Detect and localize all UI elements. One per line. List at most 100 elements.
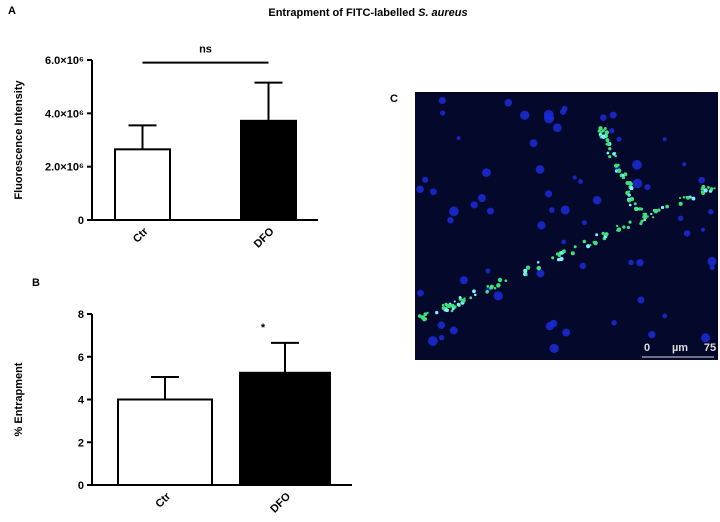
nucleus bbox=[535, 165, 545, 174]
y-tick-label: 4 bbox=[78, 395, 85, 407]
significance-label: ns bbox=[199, 44, 212, 56]
bacterium bbox=[604, 130, 610, 135]
nucleus bbox=[682, 162, 687, 167]
bacterium bbox=[703, 188, 708, 193]
nucleus bbox=[662, 137, 667, 142]
bacterium bbox=[603, 127, 607, 131]
bacterium bbox=[497, 277, 503, 283]
nucleus bbox=[636, 259, 644, 267]
nucleus bbox=[482, 168, 491, 177]
y-tick-label: 8 bbox=[78, 309, 84, 321]
nucleus bbox=[611, 320, 617, 326]
bacterium bbox=[469, 296, 473, 300]
nucleus bbox=[637, 296, 645, 304]
bacterium bbox=[686, 195, 690, 200]
bacterium bbox=[713, 187, 716, 190]
bacterium bbox=[646, 215, 649, 218]
bacterium bbox=[626, 225, 631, 230]
nucleus bbox=[552, 123, 562, 133]
bacterium bbox=[638, 208, 641, 211]
bacterium bbox=[598, 126, 603, 131]
bacterium bbox=[601, 231, 605, 235]
panel-label: A bbox=[8, 5, 16, 17]
bacterium bbox=[616, 224, 619, 228]
bacterium bbox=[472, 289, 476, 294]
bacterium bbox=[682, 196, 686, 199]
bacterium bbox=[445, 308, 449, 313]
nucleus bbox=[644, 184, 651, 191]
bacterium bbox=[653, 208, 659, 214]
bar bbox=[240, 119, 297, 221]
x-tick-label: Ctr bbox=[131, 225, 151, 245]
bacterium bbox=[595, 233, 599, 237]
bacterium bbox=[582, 239, 587, 244]
bacterium bbox=[556, 258, 561, 262]
nucleus bbox=[592, 195, 602, 205]
bacterium bbox=[593, 240, 598, 246]
y-tick-label: 2.0×10⁶ bbox=[45, 162, 84, 174]
bacterium bbox=[628, 220, 632, 224]
panel-label: B bbox=[32, 277, 40, 289]
nucleus bbox=[529, 139, 538, 148]
nucleus bbox=[609, 127, 615, 134]
nucleus bbox=[549, 207, 555, 213]
bacterium bbox=[629, 186, 634, 191]
y-axis-label: % Entrapment bbox=[13, 362, 25, 436]
bacterium bbox=[707, 186, 710, 189]
bacterium bbox=[627, 181, 633, 186]
bacterium bbox=[450, 303, 455, 308]
bacterium bbox=[551, 256, 555, 260]
nucleus bbox=[700, 227, 706, 232]
bacterium bbox=[493, 287, 497, 290]
bacterium bbox=[709, 187, 714, 191]
bacterium bbox=[573, 245, 577, 249]
nucleus bbox=[477, 194, 486, 203]
bacterium bbox=[458, 295, 462, 299]
bacterium bbox=[523, 268, 528, 273]
bacterium bbox=[678, 201, 683, 206]
nucleus bbox=[543, 109, 554, 120]
bacterium bbox=[426, 311, 429, 315]
bacterium bbox=[599, 130, 603, 134]
nucleus bbox=[422, 176, 429, 183]
nucleus bbox=[632, 178, 643, 189]
nucleus bbox=[579, 262, 586, 270]
nucleus bbox=[549, 343, 559, 354]
nucleus bbox=[581, 220, 587, 226]
bacterium bbox=[650, 212, 653, 216]
bacterium bbox=[570, 251, 575, 256]
bacterium bbox=[417, 314, 422, 318]
bacterium bbox=[504, 279, 508, 283]
bacterium bbox=[451, 307, 455, 311]
bacterium bbox=[555, 253, 558, 256]
nucleus bbox=[449, 206, 459, 217]
bacterium bbox=[628, 203, 632, 207]
scale-unit: µm bbox=[672, 342, 688, 354]
bacterium bbox=[700, 190, 704, 194]
nucleus bbox=[437, 321, 446, 330]
bacterium bbox=[678, 196, 682, 200]
scale-label: 75 bbox=[704, 342, 716, 354]
y-tick-label: 4.0×10⁶ bbox=[45, 108, 84, 120]
bacterium bbox=[589, 243, 592, 247]
bacterium bbox=[606, 142, 611, 146]
nucleus bbox=[609, 111, 617, 119]
nucleus bbox=[648, 331, 656, 339]
nucleus bbox=[417, 289, 424, 297]
nucleus bbox=[698, 176, 706, 184]
bacterium bbox=[622, 225, 626, 229]
nucleus bbox=[562, 328, 571, 337]
nucleus bbox=[616, 136, 622, 142]
bacterium bbox=[627, 198, 632, 203]
nucleus bbox=[709, 265, 715, 271]
nucleus bbox=[485, 268, 491, 274]
bacterium bbox=[485, 290, 489, 294]
bacterium bbox=[621, 174, 625, 177]
nucleus bbox=[456, 136, 461, 141]
bacterium bbox=[639, 222, 643, 226]
bacterium bbox=[660, 205, 665, 210]
bacterium bbox=[608, 155, 612, 159]
nucleus bbox=[416, 185, 424, 194]
bar bbox=[117, 398, 213, 486]
